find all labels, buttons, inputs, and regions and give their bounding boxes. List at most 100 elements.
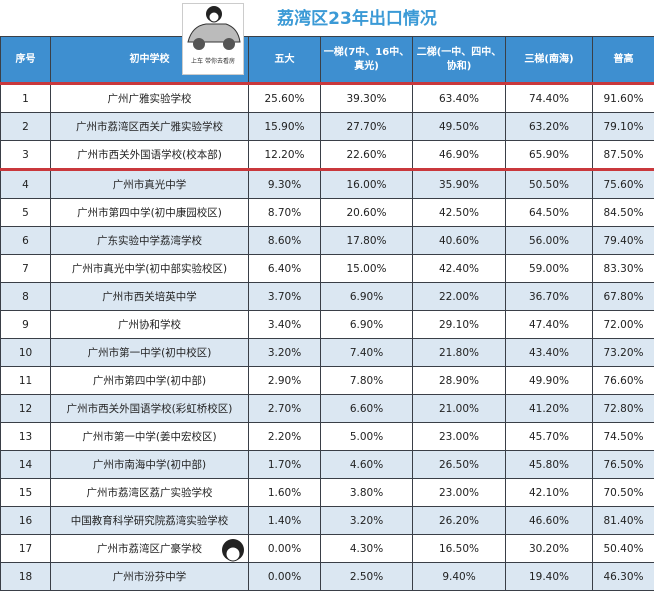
table-cell: 5.00%	[321, 423, 413, 451]
table-cell: 46.30%	[593, 563, 654, 591]
page-title: 荔湾区23年出口情况	[0, 0, 654, 36]
table-cell: 50.40%	[593, 535, 654, 563]
table-cell: 11	[1, 367, 51, 395]
table-cell: 广州协和学校	[51, 311, 249, 339]
table-cell: 20.60%	[321, 199, 413, 227]
table-cell: 8.60%	[249, 227, 321, 255]
table-cell: 56.00%	[506, 227, 593, 255]
table-cell: 19.40%	[506, 563, 593, 591]
table-cell: 8.70%	[249, 199, 321, 227]
column-header: 二梯(一中、四中、协和)	[413, 37, 506, 84]
table-cell: 7	[1, 255, 51, 283]
table-cell: 2.50%	[321, 563, 413, 591]
table-header: 序号初中学校五大一梯(7中、16中、真光)二梯(一中、四中、协和)三梯(南海)普…	[1, 37, 654, 84]
table-cell: 46.90%	[413, 141, 506, 170]
table-cell: 中国教育科学研究院荔湾实验学校	[51, 507, 249, 535]
table-cell: 3.40%	[249, 311, 321, 339]
table-cell: 42.10%	[506, 479, 593, 507]
table-cell: 2.20%	[249, 423, 321, 451]
table-cell: 广州广雅实验学校	[51, 84, 249, 113]
table-cell: 74.40%	[506, 84, 593, 113]
table-cell: 74.50%	[593, 423, 654, 451]
table-cell: 91.60%	[593, 84, 654, 113]
table-cell: 1	[1, 84, 51, 113]
table-cell: 广东实验中学荔湾学校	[51, 227, 249, 255]
table-cell: 15.90%	[249, 113, 321, 141]
table-cell: 9.30%	[249, 170, 321, 199]
table-cell: 10	[1, 339, 51, 367]
table-cell: 87.50%	[593, 141, 654, 170]
table-cell: 40.60%	[413, 227, 506, 255]
table-cell: 3.80%	[321, 479, 413, 507]
table-cell: 25.60%	[249, 84, 321, 113]
table-cell: 18	[1, 563, 51, 591]
table-cell: 39.30%	[321, 84, 413, 113]
table-cell: 42.40%	[413, 255, 506, 283]
table-cell: 16.00%	[321, 170, 413, 199]
column-header: 一梯(7中、16中、真光)	[321, 37, 413, 84]
table-cell: 12.20%	[249, 141, 321, 170]
table-cell: 广州市南海中学(初中部)	[51, 451, 249, 479]
table-cell: 21.80%	[413, 339, 506, 367]
table-cell: 17.80%	[321, 227, 413, 255]
table-cell: 72.00%	[593, 311, 654, 339]
table-cell: 2	[1, 113, 51, 141]
table-cell: 72.80%	[593, 395, 654, 423]
table-cell: 42.50%	[413, 199, 506, 227]
table-cell: 广州市真光中学(初中部实验校区)	[51, 255, 249, 283]
table-cell: 12	[1, 395, 51, 423]
table-cell: 9	[1, 311, 51, 339]
table-cell: 6.40%	[249, 255, 321, 283]
table-cell: 1.60%	[249, 479, 321, 507]
table-cell: 广州市荔湾区西关广雅实验学校	[51, 113, 249, 141]
table-cell: 49.50%	[413, 113, 506, 141]
export-table: 序号初中学校五大一梯(7中、16中、真光)二梯(一中、四中、协和)三梯(南海)普…	[0, 36, 654, 591]
table-cell: 3	[1, 141, 51, 170]
table-cell: 75.60%	[593, 170, 654, 199]
table-cell: 7.80%	[321, 367, 413, 395]
table-cell: 1.70%	[249, 451, 321, 479]
table-cell: 79.40%	[593, 227, 654, 255]
table-cell: 41.20%	[506, 395, 593, 423]
table-cell: 0.00%	[249, 563, 321, 591]
table-cell: 65.90%	[506, 141, 593, 170]
table-cell: 广州市汾芬中学	[51, 563, 249, 591]
table-cell: 27.70%	[321, 113, 413, 141]
table-cell: 73.20%	[593, 339, 654, 367]
table-cell: 3.20%	[249, 339, 321, 367]
table-cell: 63.40%	[413, 84, 506, 113]
table-cell: 4.60%	[321, 451, 413, 479]
table-cell: 36.70%	[506, 283, 593, 311]
table-cell: 29.10%	[413, 311, 506, 339]
table-cell: 46.60%	[506, 507, 593, 535]
table-cell: 81.40%	[593, 507, 654, 535]
table-cell: 22.00%	[413, 283, 506, 311]
table-cell: 6.90%	[321, 311, 413, 339]
table-cell: 22.60%	[321, 141, 413, 170]
table-cell: 70.50%	[593, 479, 654, 507]
table-cell: 15	[1, 479, 51, 507]
table-cell: 广州市第四中学(初中康园校区)	[51, 199, 249, 227]
table-cell: 47.40%	[506, 311, 593, 339]
column-header: 序号	[1, 37, 51, 84]
table-cell: 7.40%	[321, 339, 413, 367]
table-cell: 16	[1, 507, 51, 535]
table-cell: 6	[1, 227, 51, 255]
table-cell: 45.70%	[506, 423, 593, 451]
table-cell: 35.90%	[413, 170, 506, 199]
table-cell: 3.70%	[249, 283, 321, 311]
table-cell: 13	[1, 423, 51, 451]
table-cell: 43.40%	[506, 339, 593, 367]
cartoon-car-icon	[184, 4, 242, 54]
table-cell: 6.90%	[321, 283, 413, 311]
car-sticker: 上车 带你去看房	[182, 3, 244, 75]
table-cell: 30.20%	[506, 535, 593, 563]
